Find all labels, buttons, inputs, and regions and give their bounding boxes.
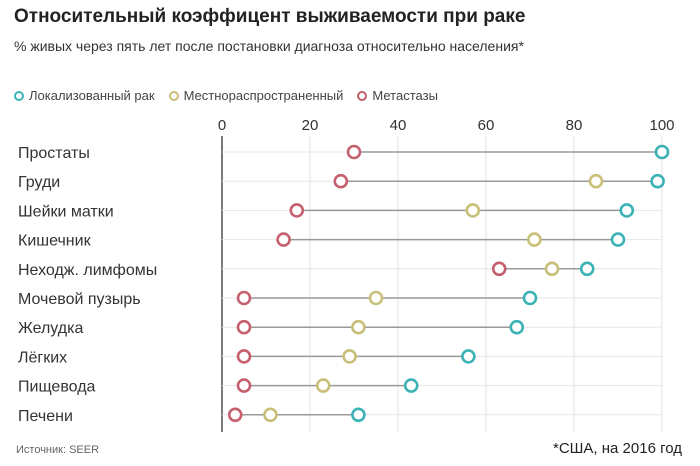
category-label: Печени [18, 408, 73, 425]
legend-item-metastases: Метастазы [357, 88, 438, 103]
data-point [465, 203, 481, 218]
data-point [579, 261, 595, 277]
source-text: Источник: SEER [16, 444, 100, 456]
data-point [522, 290, 538, 306]
data-point [276, 232, 291, 247]
data-point [289, 203, 305, 218]
category-label: Шейки матки [18, 203, 114, 220]
legend-marker-icon [14, 90, 24, 101]
category-label: Лёгких [18, 349, 67, 366]
data-point [236, 349, 252, 364]
category-label: Простаты [18, 145, 90, 162]
category-label: Пищевода [18, 379, 96, 396]
category-label: Кишечник [18, 233, 92, 250]
legend-label: Метастазы [372, 88, 438, 103]
data-point [588, 173, 604, 189]
legend-marker-icon [357, 90, 368, 101]
x-tick-label: 0 [218, 117, 226, 134]
data-point [509, 319, 525, 335]
data-point [610, 232, 626, 247]
legend-label: Местнораспространенный [183, 88, 344, 103]
data-point [263, 407, 278, 423]
data-point [527, 232, 542, 247]
data-point [342, 349, 357, 364]
category-label: Неходж. лимфомы [18, 262, 157, 279]
data-point [403, 378, 419, 393]
x-tick-label: 40 [390, 117, 407, 134]
category-label: Мочевой пузырь [18, 291, 141, 308]
data-point [346, 144, 362, 160]
data-point [461, 349, 476, 364]
data-point [236, 319, 252, 335]
data-point [333, 173, 349, 189]
data-point [315, 378, 331, 393]
category-label: Груди [18, 174, 60, 191]
data-point [236, 378, 252, 393]
legend-item-localized: Локализованный рак [14, 88, 155, 103]
legend-marker-icon [168, 90, 179, 101]
legend-item-regional: Местнораспространенный [168, 88, 344, 103]
legend-label: Локализованный рак [29, 88, 155, 103]
x-tick-label: 20 [302, 117, 319, 134]
data-point [351, 407, 366, 423]
legend: Локализованный рак Местнораспространенны… [14, 88, 438, 103]
data-point [368, 290, 384, 306]
data-point [351, 319, 366, 335]
chart-subtitle: % живых через пять лет после постановки … [14, 38, 524, 54]
x-tick-label: 80 [566, 117, 583, 134]
data-point [650, 173, 665, 189]
data-point [236, 290, 252, 306]
data-point [227, 407, 243, 423]
data-point [654, 144, 670, 160]
data-point [491, 261, 507, 277]
footnote: *США, на 2016 год [553, 440, 682, 457]
chart-title: Относительный коэффицент выживаемости пр… [14, 6, 526, 27]
x-tick-label: 100 [649, 117, 674, 134]
data-point [619, 203, 635, 218]
x-tick-label: 60 [478, 117, 495, 134]
data-point [544, 261, 560, 277]
category-label: Желудка [18, 320, 83, 337]
